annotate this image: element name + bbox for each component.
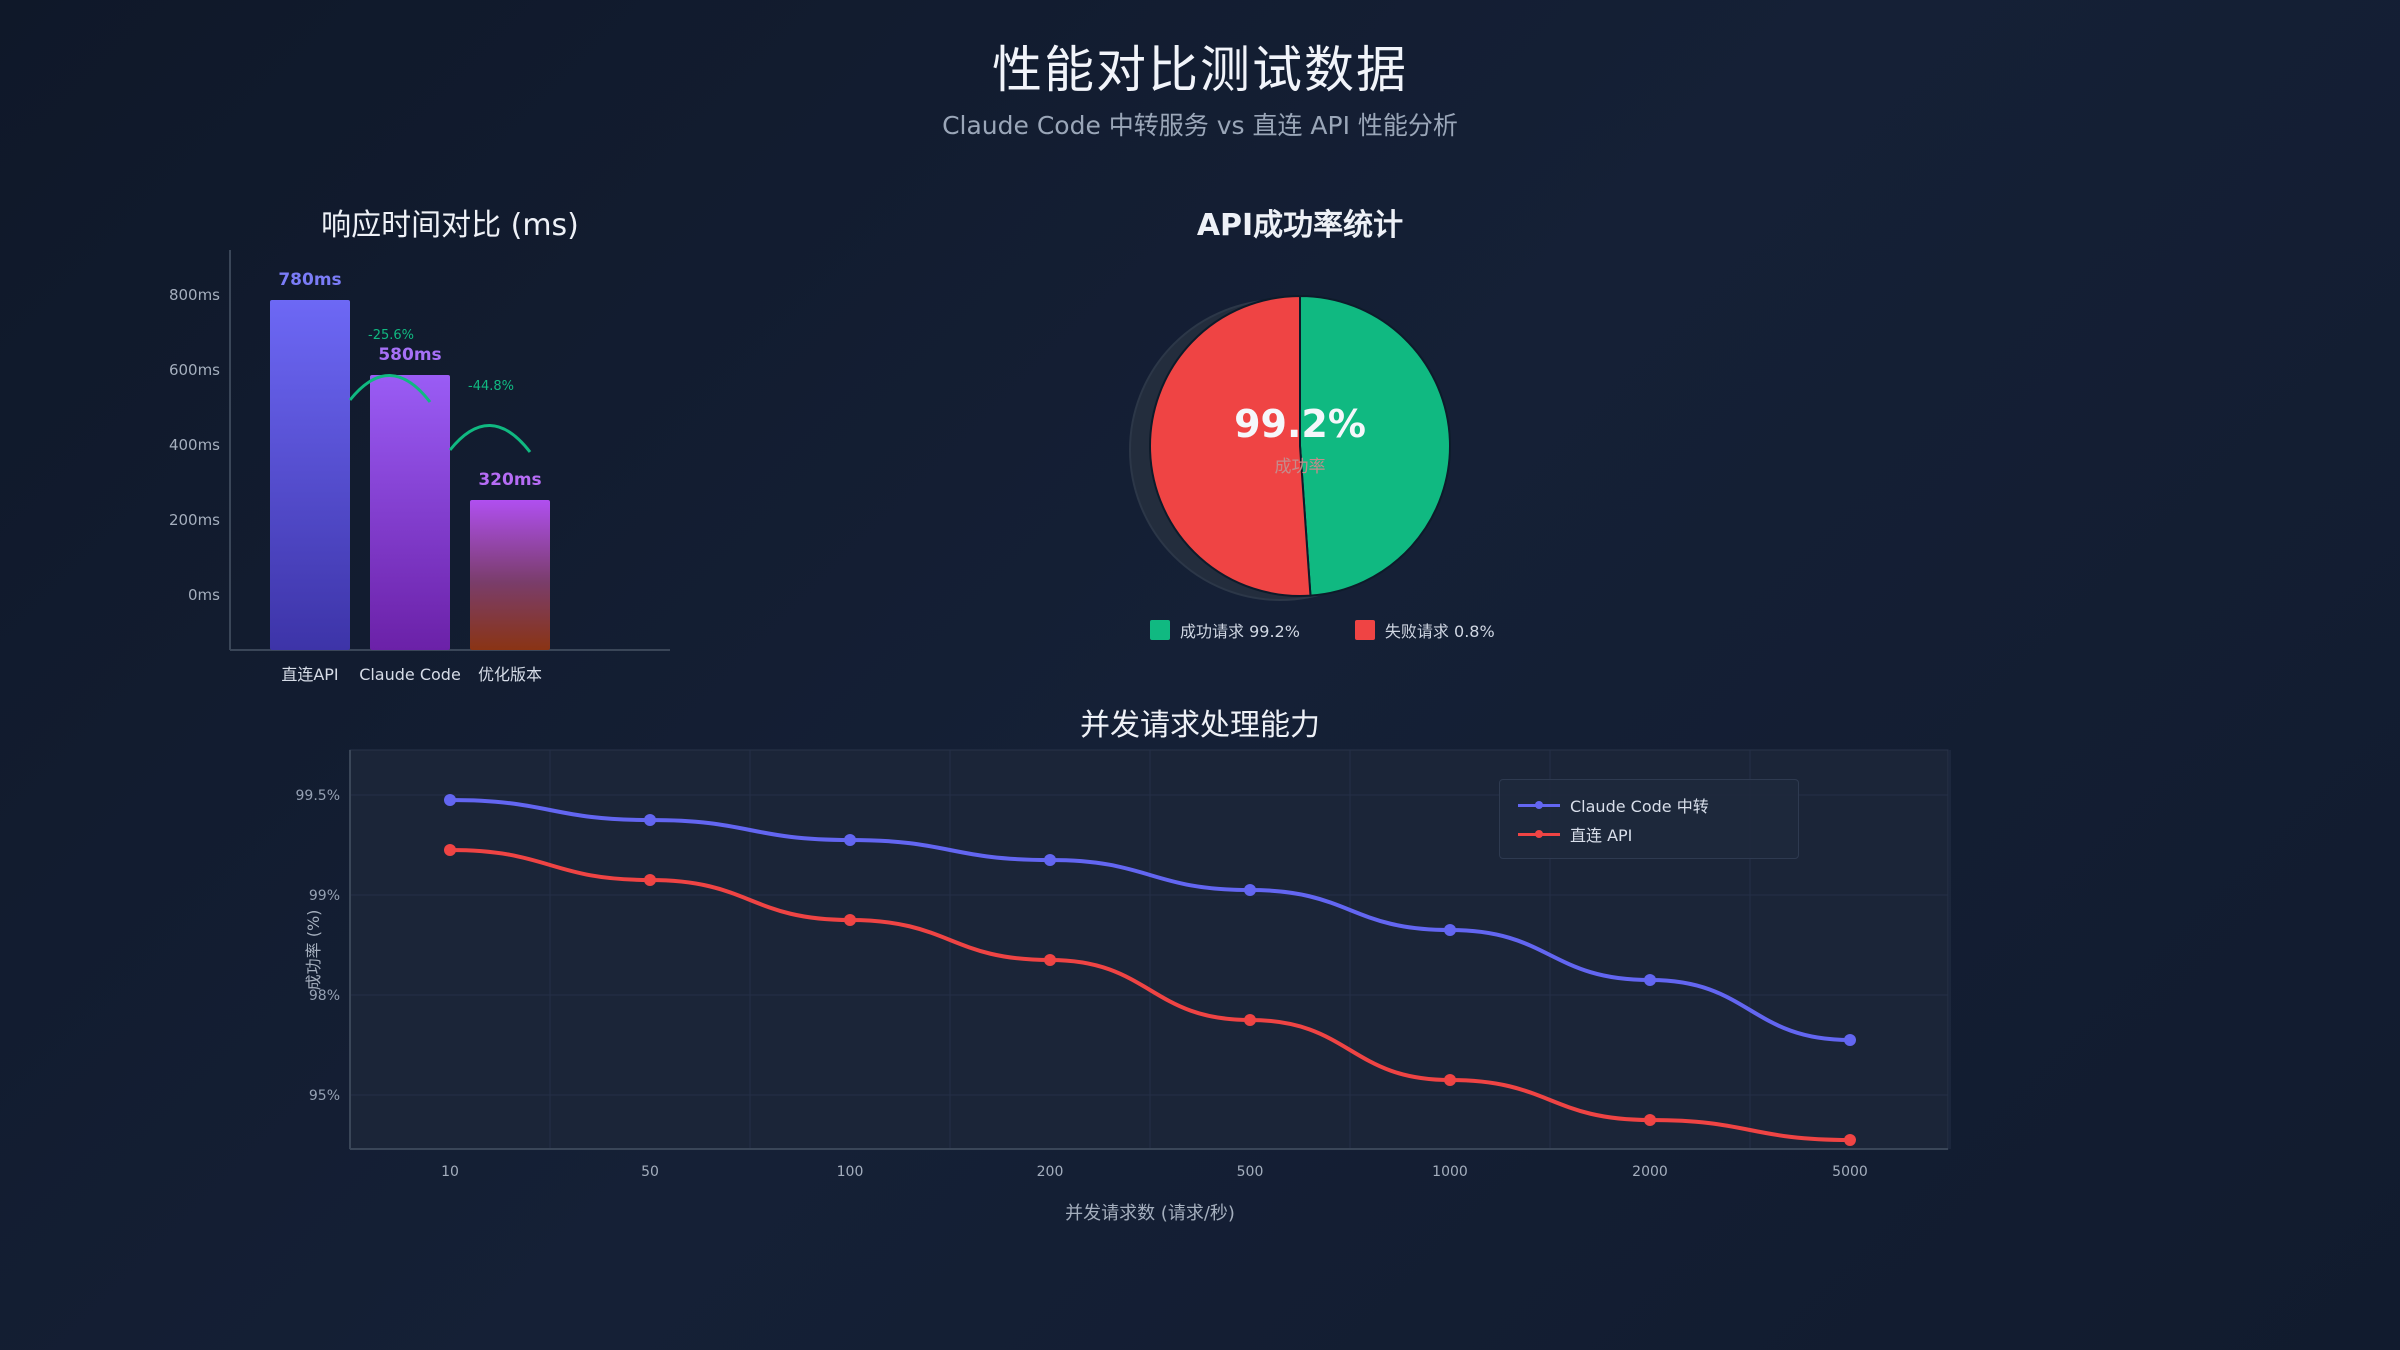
- line-y-tick-label: 99%: [309, 888, 340, 904]
- bar-value-label: 780ms: [278, 270, 341, 290]
- bar-chart-title: 响应时间对比 (ms): [321, 208, 579, 243]
- bar-value-label: 320ms: [478, 470, 541, 490]
- line-y-tick-label: 98%: [309, 988, 340, 1004]
- pie-chart: [1129, 294, 1451, 601]
- line-x-tick-label: 50: [641, 1164, 659, 1180]
- line-chart-title: 并发请求处理能力: [1080, 708, 1320, 743]
- pie-chart-title: API成功率统计: [1196, 208, 1404, 243]
- line-x-tick-label: 100: [837, 1164, 864, 1180]
- delta-label-1: -25.6%: [368, 328, 414, 343]
- line-x-tick-label: 200: [1037, 1164, 1064, 1180]
- delta-arc-1: [348, 374, 432, 403]
- line-point-0: [444, 794, 456, 806]
- legend-label-claude: Claude Code 中转: [1570, 796, 1709, 816]
- pie-slice-0: [1299, 294, 1451, 597]
- line-point-1: [844, 914, 856, 926]
- legend-entry-claude: Claude Code 中转: [1518, 790, 1780, 819]
- line-point-0: [1044, 854, 1056, 866]
- line-point-1: [444, 844, 456, 856]
- line-x-tick-label: 1000: [1432, 1164, 1468, 1180]
- line-y-tick-label: 95%: [309, 1088, 340, 1104]
- line-point-1: [1244, 1014, 1256, 1026]
- line-chart-legend: Claude Code 中转 直连 API: [1499, 779, 1799, 859]
- bar-y-tick-label: 600ms: [169, 361, 220, 379]
- line-series-1: [449, 848, 1851, 1142]
- bar-y-tick-label: 800ms: [169, 286, 220, 304]
- pie-center-label: 成功率: [1274, 457, 1326, 477]
- line-x-tick-label: 500: [1237, 1164, 1264, 1180]
- legend-key-claude: [1518, 799, 1560, 811]
- pie-legend-fail-label: 失败请求 0.8%: [1384, 622, 1495, 641]
- pie-legend-success-label: 成功请求 99.2%: [1180, 622, 1300, 641]
- line-x-tick-label: 5000: [1832, 1164, 1868, 1180]
- pie-center-value: 99.2%: [1234, 402, 1366, 446]
- delta-arc-2: [448, 424, 532, 453]
- pie-legend-success: 成功请求 99.2%: [1150, 618, 1300, 642]
- delta-label-2: -44.8%: [468, 379, 514, 394]
- pie-legend-fail: 失败请求 0.8%: [1354, 618, 1495, 642]
- line-point-0: [1244, 884, 1256, 896]
- line-series-0: [449, 798, 1851, 1042]
- legend-key-direct: [1518, 828, 1560, 840]
- bar-y-tick-label: 200ms: [169, 511, 220, 529]
- line-point-1: [1044, 954, 1056, 966]
- pie-slice-1: [1149, 294, 1312, 597]
- page-subtitle: Claude Code 中转服务 vs 直连 API 性能分析: [942, 111, 1458, 140]
- bar-category-label: 优化版本: [478, 665, 542, 684]
- legend-label-direct: 直连 API: [1570, 825, 1633, 845]
- line-x-tick-label: 10: [441, 1164, 459, 1180]
- bar-category-label: 直连API: [281, 665, 338, 684]
- bar-y-tick-label: 0ms: [188, 586, 220, 604]
- bar-0: [270, 300, 350, 650]
- legend-entry-direct: 直连 API: [1518, 819, 1780, 848]
- line-x-tick-label: 2000: [1632, 1164, 1668, 1180]
- success-swatch: [1150, 620, 1170, 640]
- line-point-1: [644, 874, 656, 886]
- bar-category-label: Claude Code: [359, 665, 461, 684]
- bar-2: [470, 500, 550, 650]
- line-y-tick-label: 99.5%: [296, 788, 340, 804]
- line-point-0: [1844, 1034, 1856, 1046]
- bar-1: [370, 375, 450, 650]
- pie-legend: 成功请求 99.2% 失败请求 0.8%: [1150, 618, 1495, 642]
- line-point-1: [1444, 1074, 1456, 1086]
- line-point-0: [1644, 974, 1656, 986]
- fail-swatch: [1354, 620, 1375, 640]
- line-x-axis-label: 并发请求数 (请求/秒): [1065, 1203, 1235, 1224]
- line-point-1: [1844, 1134, 1856, 1146]
- line-point-1: [1644, 1114, 1656, 1126]
- line-point-0: [644, 814, 656, 826]
- bar-value-label: 580ms: [378, 345, 441, 365]
- page-title: 性能对比测试数据: [992, 41, 1408, 99]
- bar-chart: 800ms 600ms 400ms 200ms 0ms 780ms 直连API 580ms Cl…: [169, 250, 670, 684]
- line-point-0: [1444, 924, 1456, 936]
- line-y-axis-label: 成功率 (%): [304, 910, 323, 991]
- bar-y-tick-label: 400ms: [169, 436, 220, 454]
- line-point-0: [844, 834, 856, 846]
